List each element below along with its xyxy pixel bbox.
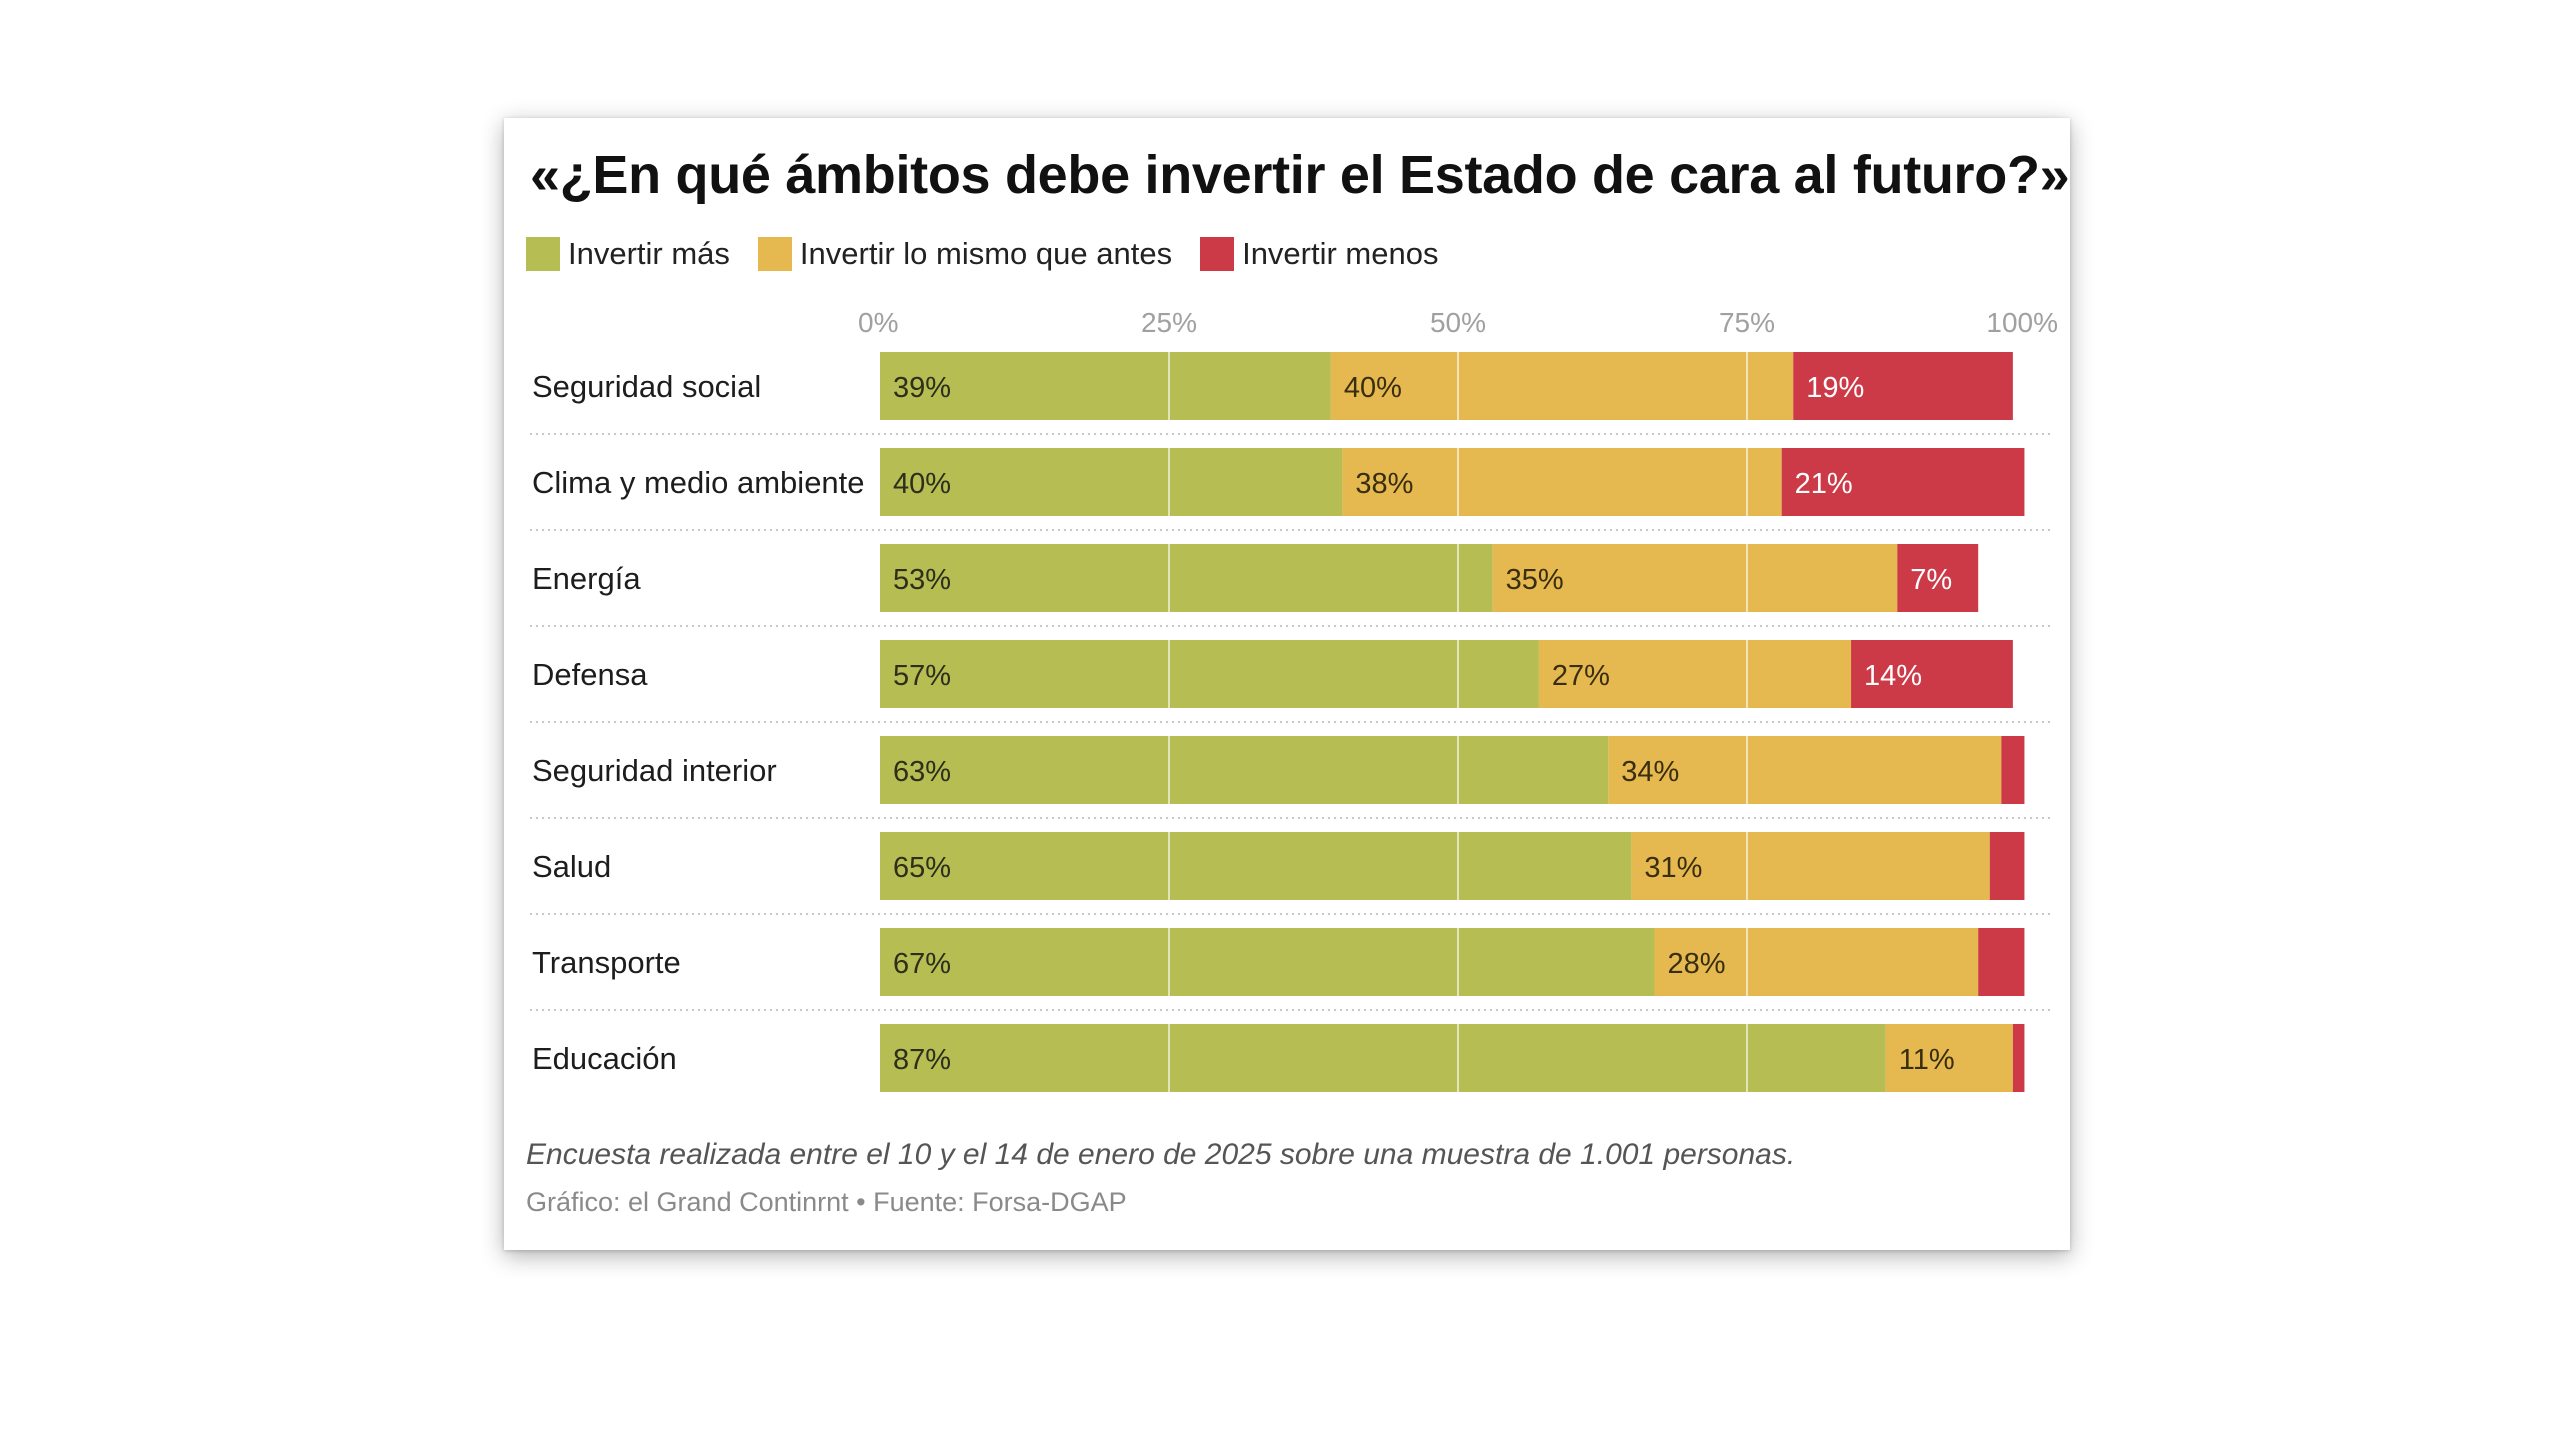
data-label-invertir-lo-mismo-que-antes-transporte: 28% <box>1668 948 1726 980</box>
data-label-invertir-menos-clima-y-medio-ambiente: 21% <box>1795 468 1853 500</box>
bar-invertir-lo-mismo-que-antes-seguridad-social <box>1330 352 1794 420</box>
survey-note: Encuesta realizada entre el 10 y el 14 d… <box>526 1138 1796 1171</box>
legend-swatch-invertir-igual <box>757 237 792 271</box>
data-label-invertir-lo-mismo-que-antes-salud: 31% <box>1644 852 1702 884</box>
data-label-invertir-mas-defensa: 57% <box>893 660 951 692</box>
category-label-defensa: Defensa <box>532 657 648 692</box>
bar-invertir-mas-seguridad-interior <box>880 736 1609 804</box>
data-label-invertir-lo-mismo-que-antes-clima-y-medio-ambiente: 38% <box>1355 468 1413 500</box>
legend-item-invertir-menos: Invertir menos <box>1200 236 1438 272</box>
legend-item-invertir-mas: Invertir más <box>526 236 730 272</box>
source-credit: Gráfico: el Grand Continrnt • Fuente: Fo… <box>526 1187 1127 1217</box>
data-label-invertir-mas-transporte: 67% <box>893 948 951 980</box>
legend-label-invertir-igual: Invertir lo mismo que antes <box>799 236 1173 271</box>
data-label-invertir-lo-mismo-que-antes-defensa: 27% <box>1552 660 1610 692</box>
bar-invertir-lo-mismo-que-antes-defensa <box>1538 640 1852 708</box>
category-label-educacion: Educación <box>532 1041 677 1076</box>
bar-invertir-menos-energia <box>1897 544 1979 612</box>
x-tick-label-0: 0% <box>858 307 898 338</box>
bar-invertir-menos-salud <box>1989 832 2025 900</box>
bar-invertir-menos-clima-y-medio-ambiente <box>1781 448 2025 516</box>
bar-invertir-mas-transporte <box>880 928 1655 996</box>
legend-item-invertir-igual: Invertir lo mismo que antes <box>757 236 1173 272</box>
data-label-invertir-lo-mismo-que-antes-educacion: 11% <box>1899 1044 1955 1076</box>
data-label-invertir-menos-seguridad-social: 19% <box>1806 372 1864 404</box>
category-label-energia: Energía <box>532 561 641 596</box>
data-label-invertir-lo-mismo-que-antes-seguridad-interior: 34% <box>1621 756 1679 788</box>
bar-invertir-lo-mismo-que-antes-salud <box>1631 832 1990 900</box>
stacked-bar-chart: 0% 25% 50% 75% 100% Seguridad social 39% 40% 19%… <box>530 307 2058 1092</box>
data-label-invertir-mas-clima-y-medio-ambiente: 40% <box>893 468 951 500</box>
legend: Invertir más Invertir lo mismo que antes… <box>526 236 1466 272</box>
category-label-seguridad-social: Seguridad social <box>532 369 761 404</box>
category-label-salud: Salud <box>532 849 611 884</box>
data-label-invertir-mas-seguridad-social: 39% <box>893 372 951 404</box>
bar-invertir-mas-energia <box>880 544 1493 612</box>
category-label-clima-y-medio-ambiente: Clima y medio ambiente <box>532 465 865 500</box>
bar-invertir-mas-salud <box>880 832 1632 900</box>
data-label-invertir-lo-mismo-que-antes-energia: 35% <box>1506 564 1564 596</box>
bar-invertir-lo-mismo-que-antes-seguridad-interior <box>1608 736 2002 804</box>
bar-invertir-lo-mismo-que-antes-transporte <box>1654 928 1979 996</box>
data-label-invertir-menos-energia: 7% <box>1910 564 1952 596</box>
category-label-seguridad-interior: Seguridad interior <box>532 753 777 788</box>
bar-invertir-mas-clima-y-medio-ambiente <box>880 448 1343 516</box>
legend-label-invertir-mas: Invertir más <box>568 236 730 271</box>
bar-invertir-lo-mismo-que-antes-clima-y-medio-ambiente <box>1342 448 1782 516</box>
bar-invertir-mas-seguridad-social <box>880 352 1331 420</box>
legend-label-invertir-menos: Invertir menos <box>1242 236 1439 271</box>
chart-title: «¿En qué ámbitos debe invertir el Estado… <box>530 145 2070 205</box>
chart-card: «¿En qué ámbitos debe invertir el Estado… <box>504 118 2070 1250</box>
data-label-invertir-mas-energia: 53% <box>893 564 951 596</box>
x-tick-label-3: 75% <box>1719 307 1775 338</box>
bar-invertir-mas-educacion <box>880 1024 1886 1092</box>
data-label-invertir-lo-mismo-que-antes-seguridad-social: 40% <box>1344 372 1402 404</box>
bar-invertir-menos-seguridad-social <box>1793 352 2013 420</box>
bar-invertir-mas-defensa <box>880 640 1539 708</box>
data-label-invertir-mas-seguridad-interior: 63% <box>893 756 951 788</box>
category-label-transporte: Transporte <box>532 945 681 980</box>
bar-invertir-menos-transporte <box>1978 928 2025 996</box>
legend-swatch-invertir-menos <box>1200 237 1235 271</box>
bar-invertir-lo-mismo-que-antes-educacion <box>1885 1024 2013 1092</box>
legend-swatch-invertir-mas <box>526 237 560 271</box>
x-tick-label-1: 25% <box>1141 307 1197 338</box>
data-label-invertir-mas-salud: 65% <box>893 852 951 884</box>
bar-invertir-menos-defensa <box>1851 640 2013 708</box>
data-label-invertir-menos-defensa: 14% <box>1864 660 1922 692</box>
bar-invertir-lo-mismo-que-antes-energia <box>1492 544 1898 612</box>
bar-invertir-menos-educacion <box>2012 1024 2025 1092</box>
x-tick-label-2: 50% <box>1430 307 1486 338</box>
bar-invertir-menos-seguridad-interior <box>2001 736 2025 804</box>
data-label-invertir-mas-educacion: 87% <box>893 1044 951 1076</box>
x-tick-label-4: 100% <box>1986 307 2058 338</box>
